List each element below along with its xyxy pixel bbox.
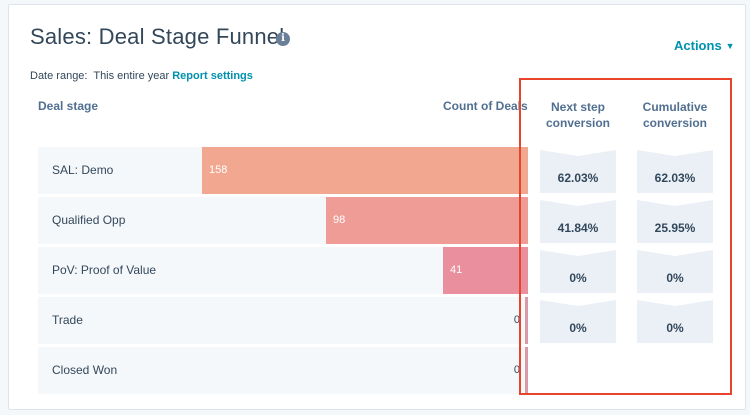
bar-value-label: 41 [450,264,463,276]
next-step-conversion-value: 62.03% [557,171,599,185]
bar-value-label: 0 [513,314,520,326]
report-settings-link[interactable]: Report settings [172,70,253,82]
bar-value-label: 98 [333,214,346,226]
funnel-bar[interactable]: 98 [326,197,528,244]
column-header-deal-stage: Deal stage [38,99,99,113]
funnel-row: PoV: Proof of Value 41 [38,247,528,294]
stage-label: PoV: Proof of Value [52,263,157,277]
funnel-bar [525,297,528,344]
cumulative-conversion-cell: 62.03% [637,150,713,193]
column-header-count: Count of Deals [443,99,528,113]
bar-value-label: 158 [209,164,228,176]
actions-button[interactable]: Actions ▼ [674,38,735,53]
next-step-conversion-value: 0% [569,321,587,335]
date-range-label: Date range: [30,70,88,82]
cumulative-conversion-value: 0% [666,321,684,335]
cumulative-conversion-cell: 25.95% [637,200,713,243]
report-title: Sales: Deal Stage Funnel [30,24,285,49]
highlight-box [519,78,732,395]
next-step-conversion-cell: 62.03% [540,150,616,193]
funnel-bar[interactable]: 158 [202,147,528,194]
next-step-conversion-value: 0% [569,271,587,285]
caret-down-icon: ▼ [725,41,735,51]
stage-label: Trade [52,313,83,327]
funnel-bar [525,347,528,394]
column-header-cumulative: Cumulative conversion [642,100,708,130]
cumulative-conversion-value: 0% [666,271,684,285]
next-step-conversion-cell: 41.84% [540,200,616,243]
actions-label: Actions [674,38,722,53]
bar-value-label: 0 [513,364,520,376]
info-icon[interactable]: i [276,32,290,46]
funnel-row: SAL: Demo 158 [38,147,528,194]
next-step-conversion-cell: 0% [540,250,616,293]
date-range: Date range: This entire year Report sett… [30,70,253,82]
stage-label: Qualified Opp [52,213,126,227]
cumulative-conversion-value: 62.03% [654,171,696,185]
next-step-conversion-cell: 0% [540,300,616,343]
funnel-row: Closed Won 0 [38,347,528,394]
date-range-value: This entire year [93,70,170,82]
next-step-conversion-value: 41.84% [557,221,599,235]
funnel-row: Trade 0 [38,297,528,344]
funnel-row: Qualified Opp 98 [38,197,528,244]
cumulative-conversion-cell: 0% [637,250,713,293]
cumulative-conversion-cell: 0% [637,300,713,343]
cumulative-conversion-value: 25.95% [654,221,696,235]
funnel-bar[interactable]: 41 [443,247,528,294]
stage-label: Closed Won [52,363,118,377]
stage-label: SAL: Demo [52,163,114,177]
column-header-next-step: Next step conversion [545,100,611,130]
